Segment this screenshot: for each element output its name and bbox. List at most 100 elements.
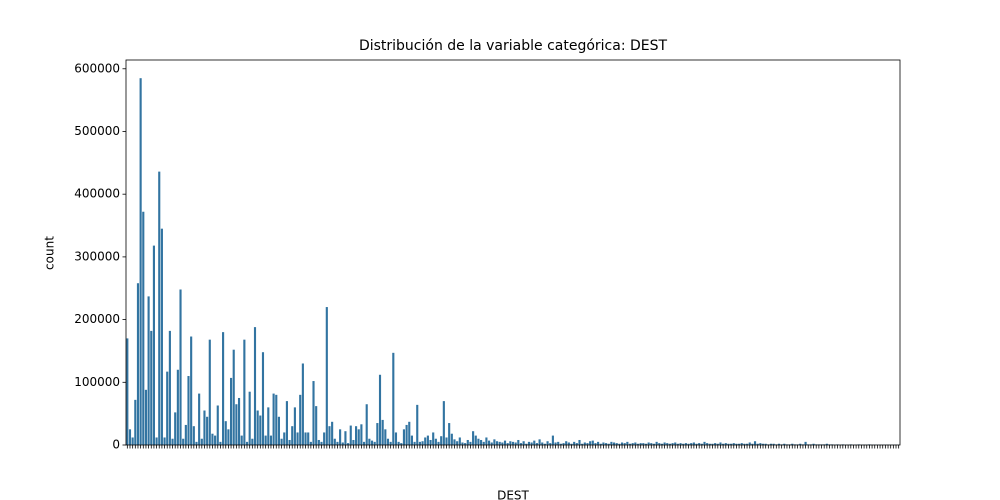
bar: [482, 441, 485, 445]
bar: [458, 437, 461, 445]
bar: [397, 441, 400, 445]
bar: [352, 439, 355, 445]
bar: [267, 407, 270, 445]
bar: [506, 443, 509, 445]
bar: [676, 443, 679, 445]
bar: [432, 432, 435, 445]
bar: [666, 443, 669, 445]
bar: [373, 441, 376, 445]
bar: [557, 441, 560, 445]
bar: [227, 429, 230, 445]
bar: [639, 443, 642, 445]
bar: [248, 391, 251, 445]
bar: [636, 443, 640, 445]
bar: [730, 443, 733, 445]
bar: [355, 426, 358, 445]
bar: [200, 438, 203, 445]
bar: [184, 424, 187, 445]
bar: [522, 441, 525, 445]
bar: [237, 397, 241, 445]
bar: [296, 432, 299, 445]
bar: [740, 443, 743, 445]
bar: [416, 404, 419, 445]
bar: [211, 433, 214, 445]
bar: [315, 406, 318, 445]
bar: [424, 437, 427, 445]
bar: [293, 407, 296, 445]
bar: [477, 438, 480, 445]
bar: [551, 435, 554, 445]
bar: [392, 352, 395, 445]
bar: [658, 443, 661, 445]
bar: [490, 442, 493, 445]
bar: [679, 443, 682, 445]
bar: [546, 441, 549, 445]
bar: [474, 435, 477, 445]
bar: [222, 332, 225, 445]
bar: [663, 442, 666, 445]
bar: [304, 432, 307, 445]
bar: [235, 404, 238, 445]
bar: [591, 440, 594, 445]
bar: [216, 405, 219, 445]
bar: [224, 421, 227, 445]
bar: [594, 443, 597, 445]
bar: [128, 429, 132, 445]
bar: [264, 435, 267, 445]
y-tick-label: 0: [112, 438, 120, 452]
bar: [607, 443, 610, 445]
chart-title: Distribución de la variable categórica: …: [359, 38, 668, 54]
y-axis-label: count: [43, 236, 57, 270]
bar: [517, 439, 520, 445]
bar: [421, 441, 424, 445]
bar: [256, 410, 259, 445]
bar: [317, 439, 320, 445]
bar: [541, 442, 544, 445]
bar: [288, 439, 291, 445]
bar: [804, 441, 807, 445]
bar: [668, 443, 671, 445]
bar: [240, 435, 243, 445]
bar: [647, 442, 650, 445]
bar: [203, 410, 206, 445]
bar: [634, 442, 637, 445]
bar: [570, 443, 573, 445]
bar: [134, 399, 137, 445]
bar: [408, 421, 411, 445]
bar: [198, 393, 201, 445]
bar: [323, 432, 326, 445]
bar: [578, 439, 581, 445]
bar: [131, 437, 134, 445]
bar: [626, 441, 629, 445]
bar: [402, 429, 406, 445]
bar: [745, 443, 749, 445]
bar: [450, 433, 453, 445]
bar: [799, 443, 802, 445]
bar: [437, 441, 440, 445]
bar: [219, 441, 222, 445]
bar: [732, 443, 735, 445]
bar: [538, 439, 541, 445]
bar: [136, 283, 140, 445]
bar: [652, 443, 656, 445]
bar: [708, 443, 711, 445]
bar: [331, 421, 334, 445]
bar: [514, 442, 517, 445]
bar: [376, 423, 379, 445]
bar: [761, 443, 765, 445]
bar: [543, 443, 546, 445]
bar: [722, 443, 725, 445]
bar: [480, 439, 483, 445]
bar: [307, 432, 310, 445]
bar: [192, 426, 195, 445]
bar: [586, 443, 589, 445]
bar: [259, 415, 262, 445]
bar: [610, 441, 613, 445]
bar: [573, 441, 576, 445]
bar: [275, 394, 278, 445]
bar: [695, 443, 698, 445]
bar: [381, 419, 384, 445]
bar: [426, 435, 429, 445]
bar: [674, 442, 677, 445]
